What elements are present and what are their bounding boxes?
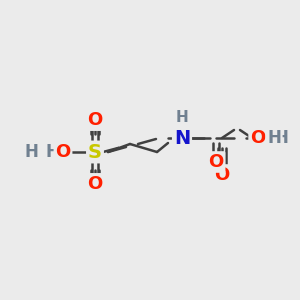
Text: O: O bbox=[208, 153, 224, 171]
Text: S: S bbox=[88, 142, 102, 161]
Text: H: H bbox=[45, 143, 59, 161]
Text: O: O bbox=[214, 166, 230, 184]
Text: H: H bbox=[24, 143, 38, 161]
Text: N: N bbox=[175, 129, 190, 147]
Text: H: H bbox=[275, 129, 289, 147]
Text: O: O bbox=[56, 143, 70, 161]
Text: H: H bbox=[176, 110, 188, 125]
Text: O: O bbox=[250, 129, 266, 147]
Text: O: O bbox=[87, 175, 103, 193]
Text: O: O bbox=[87, 111, 103, 129]
Text: N: N bbox=[174, 128, 190, 148]
Text: O: O bbox=[45, 143, 60, 161]
Text: O: O bbox=[87, 175, 103, 193]
Text: S: S bbox=[88, 143, 101, 161]
Text: H: H bbox=[176, 110, 188, 125]
Text: O: O bbox=[250, 129, 266, 147]
Text: O: O bbox=[87, 111, 103, 129]
Text: H: H bbox=[267, 129, 281, 147]
